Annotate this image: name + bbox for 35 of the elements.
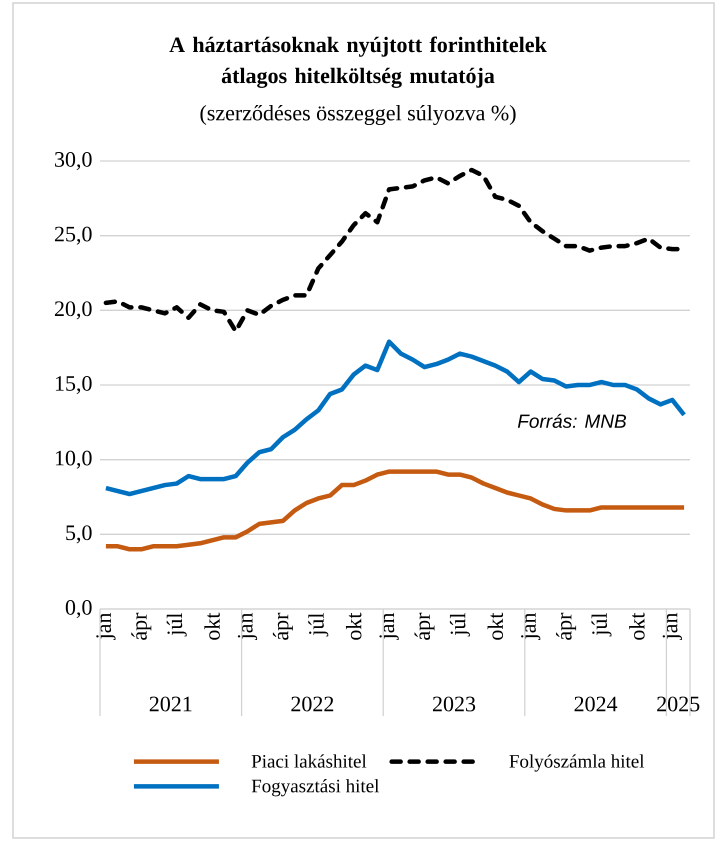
x-tick-label: jan bbox=[96, 612, 116, 640]
x-tick-label: júl bbox=[591, 612, 612, 636]
text: 2021 bbox=[150, 696, 192, 712]
x-tick-label: okt bbox=[629, 612, 645, 640]
legend-label: Piaci lakáshitel bbox=[252, 754, 366, 768]
legend-label: Fogyasztási hitel bbox=[252, 779, 380, 796]
x-tick-label: júl bbox=[308, 612, 328, 636]
x-tick-label: jan bbox=[238, 612, 258, 640]
x-tick-label: okt bbox=[346, 612, 362, 640]
x-tick-label: júl bbox=[450, 612, 470, 636]
x-tick-label: jan bbox=[662, 612, 682, 640]
y-tick-label: 5,0 bbox=[66, 525, 92, 544]
text: 2025 bbox=[657, 696, 700, 712]
x-tick-label: ápr bbox=[556, 612, 576, 640]
x-tick-label: jan bbox=[521, 612, 540, 640]
y-tick-label: 15,0 bbox=[56, 376, 92, 394]
y-tick-label: 30,0 bbox=[55, 152, 92, 170]
text: 2023 bbox=[432, 696, 476, 712]
text: 2022 bbox=[291, 696, 334, 712]
x-tick-label: ápr bbox=[131, 612, 152, 640]
legend-label: Folyószámla hitel bbox=[509, 754, 644, 772]
text: 2024 bbox=[574, 696, 618, 712]
x-tick-label: ápr bbox=[272, 612, 293, 640]
x-tick-label: okt bbox=[204, 612, 220, 640]
x-tick-label: okt bbox=[488, 612, 504, 640]
y-tick-label: 20,0 bbox=[54, 301, 92, 320]
y-tick-label: 0,0 bbox=[66, 600, 92, 618]
annotation: Forrás: MNB bbox=[518, 414, 626, 428]
x-tick-label: ápr bbox=[414, 612, 434, 640]
chart-subtitle: (szerződéses összeggel súlyozva %) bbox=[200, 104, 516, 126]
y-tick-label: 10,0 bbox=[56, 450, 92, 469]
x-tick-label: júl bbox=[166, 612, 187, 636]
x-tick-label: jan bbox=[379, 612, 399, 640]
y-tick-label: 25,0 bbox=[54, 226, 92, 245]
chart-title: A háztartásoknak nyújtott forinthitelek átlagos hitelköltség mutatója bbox=[169, 36, 547, 88]
